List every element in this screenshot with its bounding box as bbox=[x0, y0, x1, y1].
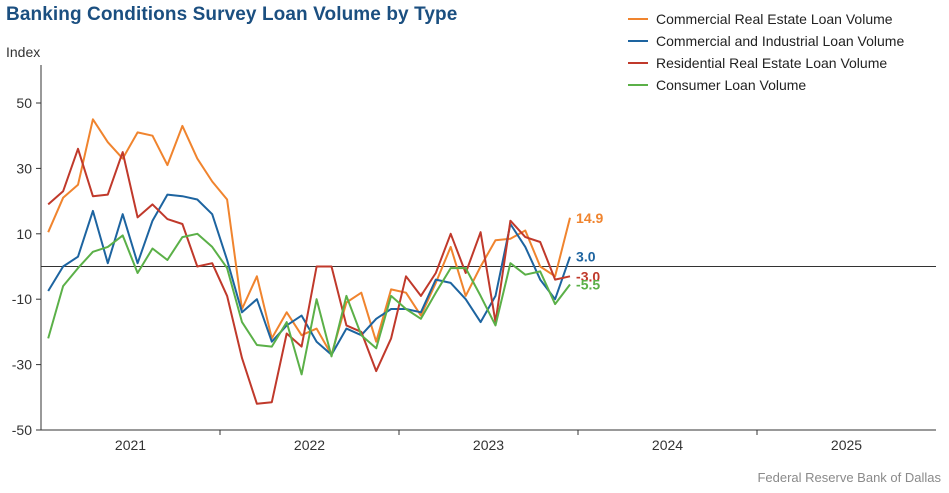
x-tick-label: 2021 bbox=[115, 437, 146, 453]
source-credit: Federal Reserve Bank of Dallas bbox=[757, 470, 941, 485]
legend-label: Commercial and Industrial Loan Volume bbox=[656, 33, 905, 49]
y-axis-unit-label: Index bbox=[6, 44, 41, 60]
series-line bbox=[47, 147, 571, 405]
legend-item: Commercial Real Estate Loan Volume bbox=[628, 8, 904, 30]
series-end-label: 14.9 bbox=[576, 210, 603, 226]
legend-swatch bbox=[628, 40, 648, 42]
y-tick-label: 50 bbox=[16, 95, 32, 111]
legend-item: Commercial and Industrial Loan Volume bbox=[628, 30, 904, 52]
x-tick-label: 2025 bbox=[831, 437, 862, 453]
chart-end-labels: 14.9 3.0 -3.0-5.5 bbox=[576, 210, 603, 293]
chart-axes: 50 30 10 -10 -30 -50 2021 2022 2023 2024 2025 bbox=[12, 65, 936, 453]
series-end-label: -3.0 bbox=[576, 268, 600, 284]
legend-swatch bbox=[628, 84, 648, 86]
y-tick-label: 10 bbox=[16, 226, 32, 242]
chart-legend: Commercial Real Estate Loan Volume Commer… bbox=[628, 8, 904, 96]
x-tick-label: 2022 bbox=[294, 437, 325, 453]
series-end-label: 3.0 bbox=[576, 249, 596, 265]
series-end-label: -5.5 bbox=[576, 276, 600, 292]
chart-series-lines bbox=[47, 118, 571, 405]
y-tick-label: -30 bbox=[12, 357, 32, 373]
legend-swatch bbox=[628, 18, 648, 20]
chart-title: Banking Conditions Survey Loan Volume by… bbox=[6, 4, 458, 25]
y-tick-label: 30 bbox=[16, 160, 32, 176]
series-line bbox=[47, 232, 571, 376]
legend-swatch bbox=[628, 62, 648, 64]
x-tick-label: 2024 bbox=[652, 437, 683, 453]
legend-label: Consumer Loan Volume bbox=[656, 77, 807, 93]
x-tick-label: 2023 bbox=[473, 437, 504, 453]
legend-label: Commercial Real Estate Loan Volume bbox=[656, 11, 893, 27]
legend-item: Residential Real Estate Loan Volume bbox=[628, 52, 904, 74]
legend-item: Consumer Loan Volume bbox=[628, 74, 904, 96]
y-tick-label: -10 bbox=[12, 291, 32, 307]
y-tick-label: -50 bbox=[12, 422, 32, 438]
series-line bbox=[47, 193, 571, 356]
legend-label: Residential Real Estate Loan Volume bbox=[656, 55, 888, 71]
